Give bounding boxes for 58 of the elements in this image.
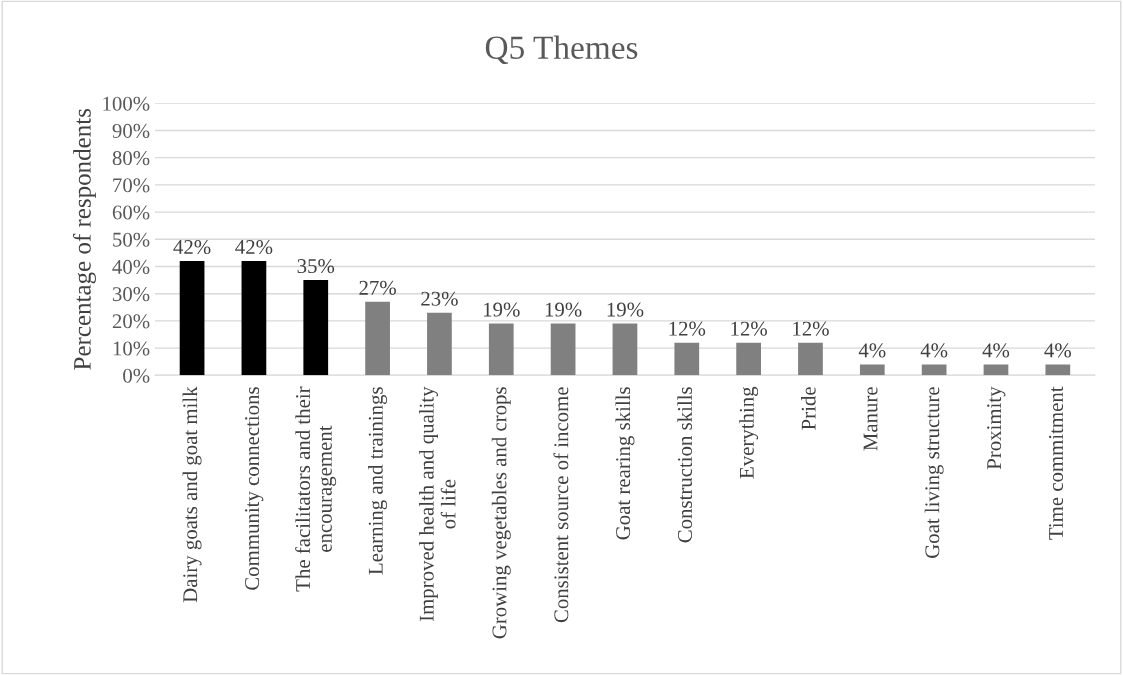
x-tick-label: The facilitators and their encouragement xyxy=(295,386,337,592)
data-label: 42% xyxy=(173,239,211,255)
bar xyxy=(241,261,267,376)
bar xyxy=(674,342,700,376)
x-tick-label: Improved health and quality of life xyxy=(419,386,456,622)
x-tick-label: Pride xyxy=(801,387,816,430)
bar xyxy=(550,323,576,376)
x-tick-label: Consistent source of income xyxy=(553,387,569,623)
data-label: 4% xyxy=(1044,343,1071,358)
data-label: 23% xyxy=(421,291,458,306)
data-label: 35% xyxy=(297,259,335,274)
x-tick-label: Growing vegetables and crops xyxy=(491,387,511,639)
chart-title: Q5 Themes xyxy=(485,35,638,65)
x-tick-label: Goat living structure xyxy=(924,387,944,558)
y-tick-label: 60% xyxy=(112,205,150,220)
bar xyxy=(921,364,947,376)
y-tick-label: 0% xyxy=(123,368,150,383)
data-label: 4% xyxy=(920,343,948,358)
y-tick-label: 50% xyxy=(113,232,150,247)
y-tick-label: 90% xyxy=(112,123,150,138)
x-tick-label: Time commitment xyxy=(1049,386,1064,540)
data-label: 4% xyxy=(982,343,1010,358)
y-tick-label: 70% xyxy=(113,178,150,193)
bar xyxy=(427,312,452,376)
bar xyxy=(488,323,514,376)
x-tick-label: Dairy goats and goat milk xyxy=(182,386,202,603)
bar xyxy=(612,323,638,376)
y-axis-title: Percentage of respondents xyxy=(72,109,96,370)
bar xyxy=(798,342,823,376)
data-label: 19% xyxy=(484,302,520,317)
y-tick-label: 10% xyxy=(113,341,150,356)
data-label: 12% xyxy=(793,321,829,336)
x-tick-label: Community connections xyxy=(245,387,264,590)
y-tick-label: 80% xyxy=(112,151,150,166)
data-label: 12% xyxy=(731,321,768,336)
data-label: 19% xyxy=(607,302,644,317)
y-tick-label: 100% xyxy=(103,96,150,111)
y-tick-label: 20% xyxy=(112,314,150,329)
data-label: 42% xyxy=(235,239,273,255)
x-tick-label: Manure xyxy=(863,387,878,451)
data-label: 19% xyxy=(545,302,582,317)
y-tick-label: 30% xyxy=(112,287,150,302)
bar xyxy=(736,342,761,376)
x-tick-label: Proximity xyxy=(987,386,1006,470)
x-tick-label: Everything xyxy=(739,386,759,479)
bar xyxy=(1045,364,1071,376)
bar xyxy=(983,364,1009,376)
data-label: 27% xyxy=(359,280,396,295)
bar xyxy=(365,301,390,376)
data-label: 12% xyxy=(669,321,706,336)
bar xyxy=(303,280,329,376)
bar xyxy=(179,261,205,376)
x-tick-label: Construction skills xyxy=(677,387,692,543)
x-tick-label: Goat rearing skills xyxy=(615,387,635,540)
x-tick-label: Learning and trainings xyxy=(368,387,388,575)
y-tick-label: 40% xyxy=(112,259,150,274)
data-label: 4% xyxy=(858,343,886,358)
bar xyxy=(859,364,885,376)
